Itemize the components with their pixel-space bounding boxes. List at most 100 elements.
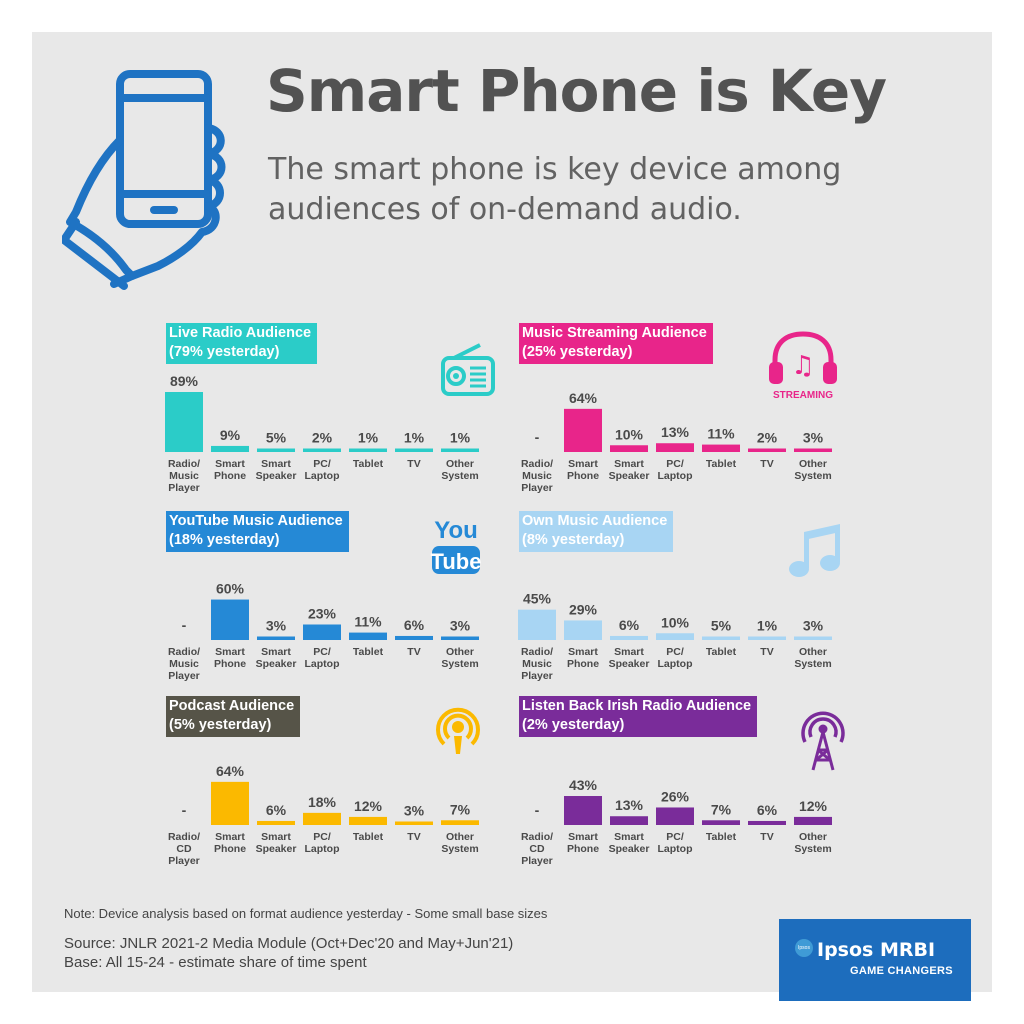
category-label: Smart	[261, 831, 291, 843]
category-label: Phone	[567, 470, 599, 482]
category-label: PC/	[313, 831, 331, 843]
bar	[211, 781, 249, 825]
bar	[395, 635, 433, 640]
base-line: Base: All 15-24 - estimate share of time…	[64, 954, 367, 971]
category-label: Other	[446, 831, 474, 843]
chart-title: Podcast Audience (5% yesterday)	[166, 696, 301, 737]
logo-tagline: GAME CHANGERS	[850, 965, 953, 977]
category-label: Smart	[568, 831, 598, 843]
category-label: PC/	[313, 458, 331, 470]
bar	[165, 392, 203, 452]
category-label: Smart	[215, 831, 245, 843]
bar	[702, 636, 740, 640]
chart-title-line: (18% yesterday)	[169, 532, 280, 548]
chart-live-radio: Live Radio Audience (79% yesterday) 89% R…	[165, 323, 496, 503]
bar-chart: 89%Radio/MusicPlayer9%SmartPhone5%SmartS…	[165, 373, 479, 494]
data-label: 43%	[569, 777, 598, 793]
category-label: System	[794, 470, 831, 482]
youtube-logo-icon: You Tube	[431, 517, 481, 574]
category-label: Player	[168, 482, 200, 494]
bar	[702, 820, 740, 825]
chart-title: YouTube Music Audience (18% yesterday)	[166, 511, 349, 552]
chart-title-line: Own Music Audience	[522, 513, 668, 529]
bar	[610, 445, 648, 452]
category-label: Tablet	[706, 458, 737, 470]
data-label: 3%	[450, 618, 471, 634]
chart-title: Listen Back Irish Radio Audience (2% yes…	[519, 696, 758, 737]
chart-listen-back: Listen Back Irish Radio Audience (2% yes…	[519, 696, 849, 876]
bar	[441, 448, 479, 452]
category-label: Player	[521, 855, 553, 867]
data-label: 18%	[308, 794, 337, 810]
data-label: 6%	[404, 617, 425, 633]
bar-chart: 45%Radio/MusicPlayer29%SmartPhone6%Smart…	[518, 591, 832, 682]
category-label: Other	[799, 646, 827, 658]
bar	[748, 448, 786, 452]
data-label: -	[535, 802, 540, 818]
bar	[349, 448, 387, 452]
category-label: Radio/	[521, 831, 553, 843]
data-label: 13%	[615, 797, 644, 813]
bar	[257, 820, 295, 825]
category-label: Music	[522, 470, 552, 482]
category-label: Laptop	[658, 658, 693, 670]
data-label: 2%	[312, 430, 333, 446]
data-label: 1%	[450, 430, 471, 446]
data-label: 3%	[404, 803, 425, 819]
bar	[610, 816, 648, 825]
category-label: Other	[799, 458, 827, 470]
bar	[564, 620, 602, 640]
data-label: 23%	[308, 605, 337, 621]
category-label: Smart	[568, 458, 598, 470]
category-label: System	[794, 658, 831, 670]
youtube-logo-top: You	[434, 517, 478, 544]
bar-chart: -Radio/CDPlayer43%SmartPhone13%SmartSpea…	[521, 777, 832, 867]
chart-title-line: Podcast Audience	[169, 698, 295, 714]
category-label: Laptop	[658, 843, 693, 855]
category-label: Phone	[214, 843, 246, 855]
category-label: Music	[169, 470, 199, 482]
data-label: 10%	[615, 426, 644, 442]
category-label: Smart	[215, 646, 245, 658]
category-label: Radio/	[521, 646, 553, 658]
bar	[564, 796, 602, 825]
bar	[518, 609, 556, 640]
bar	[748, 636, 786, 640]
bar	[656, 443, 694, 452]
data-label: -	[182, 617, 187, 633]
streaming-badge: STREAMING	[773, 390, 833, 401]
data-label: 12%	[354, 798, 383, 814]
category-label: CD	[529, 843, 545, 855]
chart-music-streaming: Music Streaming Audience (25% yesterday)…	[519, 323, 849, 503]
source-text: Source: JNLR 2021-2 Media Module (Oct+De…	[64, 934, 513, 972]
category-label: Laptop	[305, 658, 340, 670]
hand-holding-phone-icon	[62, 70, 226, 290]
headphones-music-icon: ♫	[769, 331, 837, 384]
page-title: Smart Phone is Key	[266, 57, 887, 125]
chart-title-line: Live Radio Audience	[169, 325, 312, 341]
category-label: PC/	[313, 646, 331, 658]
category-label: Smart	[261, 458, 291, 470]
bar	[610, 635, 648, 640]
category-label: Smart	[614, 831, 644, 843]
category-label: Phone	[214, 470, 246, 482]
category-label: Other	[446, 646, 474, 658]
chart-title-line: (5% yesterday)	[169, 717, 272, 733]
data-label: 7%	[711, 801, 732, 817]
data-label: 64%	[216, 763, 245, 779]
data-label: 6%	[757, 802, 778, 818]
category-label: Tablet	[706, 646, 737, 658]
bar	[349, 632, 387, 640]
data-label: -	[535, 429, 540, 445]
chart-title: Live Radio Audience (79% yesterday)	[166, 323, 318, 364]
category-label: Speaker	[256, 658, 297, 670]
bar	[303, 812, 341, 825]
bar	[441, 820, 479, 825]
page-subtitle: The smart phone is key device among audi…	[268, 150, 908, 230]
category-label: Speaker	[256, 470, 297, 482]
category-label: TV	[407, 831, 420, 843]
chart-title-line: (25% yesterday)	[522, 344, 633, 360]
subtitle-line: audiences of on-demand audio.	[268, 192, 742, 227]
bar	[211, 445, 249, 452]
category-label: Phone	[214, 658, 246, 670]
